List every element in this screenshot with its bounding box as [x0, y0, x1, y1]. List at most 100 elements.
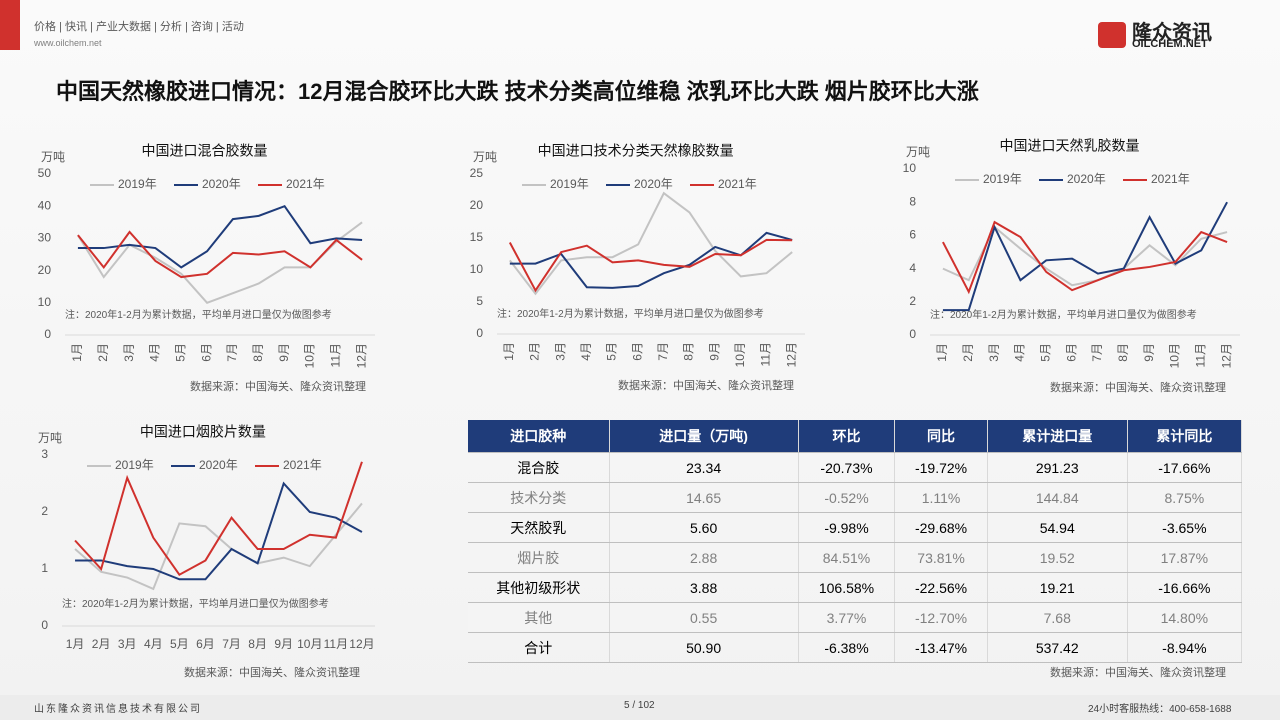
footer-bar — [0, 695, 1280, 720]
x-tick-label: 1月 — [502, 342, 516, 361]
legend-label: 2021年 — [718, 177, 757, 191]
x-tick-label: 6月 — [630, 342, 644, 361]
x-tick-label: 3月 — [118, 637, 137, 651]
x-tick-label: 9月 — [707, 342, 721, 361]
table-cell: 106.58% — [798, 572, 896, 603]
y-tick-label: 8 — [909, 194, 916, 208]
legend-label: 2020年 — [1067, 172, 1106, 186]
x-tick-label: 2月 — [528, 342, 542, 361]
legend-label: 2020年 — [199, 458, 238, 472]
table-row: 烟片胶 2.88 84.51% 73.81% 19.52 17.87% — [468, 542, 1243, 573]
header-cell: 同比 — [894, 420, 988, 453]
table-cell: 混合胶 — [468, 452, 610, 483]
table-row: 技术分类 14.65 -0.52% 1.11% 144.84 8.75% — [468, 482, 1243, 513]
x-tick-label: 5月 — [605, 342, 619, 361]
table-source: 数据来源：中国海关、隆众资讯整理 — [1050, 667, 1226, 679]
table-cell: -6.38% — [798, 632, 896, 663]
legend-label: 2020年 — [202, 177, 241, 191]
table-row: 天然胶乳 5.60 -9.98% -29.68% 54.94 -3.65% — [468, 512, 1243, 543]
x-tick-label: 11月 — [759, 342, 773, 366]
table-row: 其他 0.55 3.77% -12.70% 7.68 14.80% — [468, 602, 1243, 633]
table-cell: 17.87% — [1127, 542, 1243, 573]
series-line — [508, 238, 793, 293]
table-cell: 7.68 — [987, 602, 1128, 633]
table-cell: -22.56% — [894, 572, 988, 603]
footer-company: 山东隆众资讯信息技术有限公司 — [34, 704, 202, 715]
footer-hotline: 24小时客服热线：400-658-1688 — [1088, 704, 1232, 715]
x-tick-label: 6月 — [196, 637, 215, 651]
x-tick-label: 9月 — [274, 637, 293, 651]
y-axis-label: 万吨 — [41, 150, 65, 164]
series-line — [509, 231, 793, 289]
x-tick-label: 4月 — [148, 343, 162, 362]
x-tick-label: 1月 — [70, 343, 84, 362]
x-tick-label: 11月 — [324, 637, 348, 651]
chart-title: 中国进口烟胶片数量 — [140, 424, 266, 440]
x-tick-label: 10月 — [297, 637, 322, 651]
x-tick-label: 9月 — [1142, 343, 1156, 362]
x-tick-label: 8月 — [682, 342, 696, 361]
y-tick-label: 50 — [38, 166, 52, 180]
table-cell: 烟片胶 — [468, 542, 610, 573]
chart-note: 注：2020年1-2月为累计数据，平均单月进口量仅为做图参考 — [65, 310, 332, 321]
series-line — [77, 230, 363, 279]
summary-table: 进口胶种 进口量（万吨) 环比 同比 累计进口量 累计同比 混合胶 23.34 -20.73% -… — [468, 420, 1243, 663]
table-cell: -13.47% — [894, 632, 988, 663]
table-cell: -19.72% — [894, 452, 988, 483]
header-cell: 累计进口量 — [987, 420, 1128, 453]
table-cell: 3.88 — [609, 572, 799, 603]
y-tick-label: 25 — [470, 166, 484, 180]
chart-source: 数据来源：中国海关、隆众资讯整理 — [184, 667, 360, 679]
table-row: 其他初级形状 3.88 106.58% -22.56% 19.21 -16.66% — [468, 572, 1243, 603]
x-tick-label: 7月 — [656, 342, 670, 361]
table-cell: 84.51% — [798, 542, 896, 573]
chart-title: 中国进口混合胶数量 — [142, 143, 268, 159]
page-title: 中国天然橡胶进口情况：12月混合胶环比大跌 技术分类高位维稳 浓乳环比大跌 烟片… — [56, 79, 979, 104]
table-cell: 50.90 — [609, 632, 799, 663]
table-cell: 23.34 — [609, 452, 799, 483]
x-tick-label: 1月 — [66, 637, 85, 651]
y-tick-label: 0 — [44, 327, 51, 341]
chart-source: 数据来源：中国海关、隆众资讯整理 — [1050, 382, 1226, 394]
x-tick-label: 7月 — [225, 343, 239, 362]
x-tick-label: 11月 — [1193, 343, 1207, 367]
logo-en: OILCHEM.NET — [1132, 38, 1208, 50]
x-tick-label: 2月 — [96, 343, 110, 362]
x-tick-label: 12月 — [1219, 343, 1233, 368]
x-tick-label: 2月 — [961, 343, 975, 362]
x-tick-label: 7月 — [1090, 343, 1104, 362]
series-line — [942, 201, 1228, 312]
series-line — [942, 220, 1228, 295]
y-axis-label: 万吨 — [38, 431, 62, 445]
x-tick-label: 8月 — [251, 343, 265, 362]
x-tick-label: 4月 — [144, 637, 163, 651]
x-tick-label: 10月 — [733, 342, 747, 367]
logo-cn: 隆众资讯 — [1132, 22, 1212, 44]
red-tab — [0, 0, 20, 50]
table-cell: -0.52% — [798, 482, 896, 513]
x-tick-label: 5月 — [173, 343, 187, 362]
table-cell: 2.88 — [609, 542, 799, 573]
y-tick-label: 10 — [470, 262, 484, 276]
x-tick-label: 5月 — [1038, 343, 1052, 362]
url: www.oilchem.net — [34, 38, 102, 48]
y-tick-label: 10 — [903, 161, 917, 175]
chart-note: 注：2020年1-2月为累计数据，平均单月进口量仅为做图参考 — [62, 599, 329, 610]
x-tick-label: 12月 — [349, 637, 374, 651]
table-cell: 14.80% — [1127, 602, 1243, 633]
y-axis-label: 万吨 — [906, 145, 930, 159]
table-row: 合计 50.90 -6.38% -13.47% 537.42 -8.94% — [468, 632, 1243, 663]
table-cell: 54.94 — [987, 512, 1128, 543]
x-tick-label: 12月 — [354, 343, 368, 368]
table-cell: -9.98% — [798, 512, 896, 543]
x-tick-label: 2月 — [92, 637, 111, 651]
table-row: 混合胶 23.34 -20.73% -19.72% 291.23 -17.66% — [468, 452, 1243, 483]
series-line — [77, 204, 363, 269]
legend-label: 2019年 — [118, 177, 157, 191]
chart-title: 中国进口天然乳胶数量 — [1000, 138, 1140, 154]
footer-page: 5 / 102 — [624, 700, 655, 711]
y-tick-label: 0 — [41, 618, 48, 632]
table-cell: 291.23 — [987, 452, 1128, 483]
